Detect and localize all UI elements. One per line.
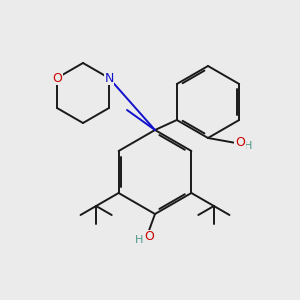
Text: O: O xyxy=(235,136,245,149)
Text: H: H xyxy=(244,141,252,151)
Text: O: O xyxy=(52,71,62,85)
Text: H: H xyxy=(135,235,143,245)
Text: N: N xyxy=(104,71,114,85)
Text: O: O xyxy=(144,230,154,244)
